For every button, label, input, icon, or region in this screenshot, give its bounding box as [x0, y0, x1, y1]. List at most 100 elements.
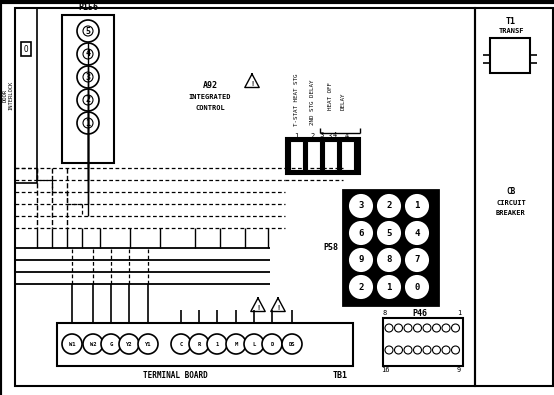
Circle shape — [394, 324, 403, 332]
Bar — [475, 8, 553, 386]
Circle shape — [83, 26, 93, 36]
Text: CB: CB — [506, 188, 516, 196]
Text: 8: 8 — [383, 310, 387, 316]
Text: !: ! — [276, 305, 280, 311]
Circle shape — [423, 324, 431, 332]
Circle shape — [385, 324, 393, 332]
Circle shape — [350, 276, 372, 298]
Circle shape — [262, 334, 282, 354]
Text: Y1: Y1 — [145, 342, 151, 346]
Text: 6: 6 — [358, 228, 363, 237]
Bar — [21, 42, 31, 56]
Text: TB1: TB1 — [332, 372, 347, 380]
Text: 0: 0 — [414, 282, 420, 292]
Text: 9: 9 — [456, 367, 461, 373]
Text: P156: P156 — [78, 4, 98, 13]
Circle shape — [404, 324, 412, 332]
Text: R: R — [197, 342, 201, 346]
Text: P46: P46 — [413, 308, 428, 318]
Text: 1: 1 — [216, 342, 219, 346]
Circle shape — [413, 346, 422, 354]
Text: HEAT OFF: HEAT OFF — [327, 82, 332, 110]
Bar — [15, 8, 37, 183]
Bar — [286, 138, 360, 174]
Text: 1: 1 — [294, 133, 298, 139]
Bar — [490, 38, 530, 73]
Text: 3: 3 — [358, 201, 363, 211]
Circle shape — [83, 72, 93, 82]
Circle shape — [442, 346, 450, 354]
Bar — [341, 141, 354, 170]
Circle shape — [378, 195, 400, 217]
Text: L: L — [253, 342, 255, 346]
Circle shape — [406, 222, 428, 244]
Circle shape — [442, 324, 450, 332]
Text: TERMINAL BOARD: TERMINAL BOARD — [142, 372, 207, 380]
Text: 9: 9 — [358, 256, 363, 265]
Circle shape — [83, 95, 93, 105]
Circle shape — [404, 346, 412, 354]
Circle shape — [413, 324, 422, 332]
Bar — [307, 141, 320, 170]
Text: DOOR
INTERLOCK: DOOR INTERLOCK — [3, 80, 13, 110]
Circle shape — [226, 334, 246, 354]
Bar — [57, 323, 353, 366]
Circle shape — [83, 334, 103, 354]
Text: G: G — [109, 342, 112, 346]
Text: T1: T1 — [506, 17, 516, 26]
Text: O: O — [24, 45, 28, 53]
Circle shape — [207, 334, 227, 354]
Circle shape — [452, 324, 459, 332]
Circle shape — [433, 324, 440, 332]
Circle shape — [452, 346, 459, 354]
Bar — [324, 141, 337, 170]
Text: CONTROL: CONTROL — [195, 105, 225, 111]
Text: A92: A92 — [203, 81, 218, 90]
Circle shape — [77, 112, 99, 134]
Text: 4: 4 — [85, 49, 90, 58]
Circle shape — [406, 195, 428, 217]
Circle shape — [378, 222, 400, 244]
Text: 7: 7 — [414, 256, 420, 265]
Circle shape — [394, 346, 403, 354]
Bar — [290, 141, 303, 170]
Text: 5: 5 — [85, 26, 90, 36]
Circle shape — [244, 334, 264, 354]
Text: TRANSF: TRANSF — [498, 28, 524, 34]
Text: 8: 8 — [386, 256, 392, 265]
Circle shape — [350, 222, 372, 244]
Circle shape — [378, 276, 400, 298]
Circle shape — [350, 195, 372, 217]
Text: 1: 1 — [85, 118, 90, 128]
Text: W1: W1 — [69, 342, 75, 346]
Circle shape — [138, 334, 158, 354]
Text: D: D — [270, 342, 274, 346]
Circle shape — [77, 89, 99, 111]
Text: 2ND STG DELAY: 2ND STG DELAY — [310, 79, 315, 125]
Circle shape — [406, 249, 428, 271]
Circle shape — [189, 334, 209, 354]
Text: INTEGRATED: INTEGRATED — [189, 94, 231, 100]
Circle shape — [282, 334, 302, 354]
Text: 3  4: 3 4 — [316, 132, 337, 138]
Text: 2: 2 — [358, 282, 363, 292]
Text: BREAKER: BREAKER — [496, 210, 526, 216]
Circle shape — [77, 20, 99, 42]
Circle shape — [378, 249, 400, 271]
Text: 3: 3 — [85, 73, 90, 81]
Circle shape — [350, 249, 372, 271]
Bar — [15, 8, 475, 386]
Text: DS: DS — [289, 342, 295, 346]
Text: 1: 1 — [386, 282, 392, 292]
Text: 4: 4 — [345, 133, 349, 139]
Circle shape — [385, 346, 393, 354]
Text: 2: 2 — [386, 201, 392, 211]
Circle shape — [83, 49, 93, 59]
Circle shape — [62, 334, 82, 354]
Text: W2: W2 — [90, 342, 96, 346]
Text: P58: P58 — [324, 243, 338, 252]
Circle shape — [171, 334, 191, 354]
Circle shape — [433, 346, 440, 354]
Text: !: ! — [256, 305, 260, 311]
Bar — [383, 318, 463, 366]
